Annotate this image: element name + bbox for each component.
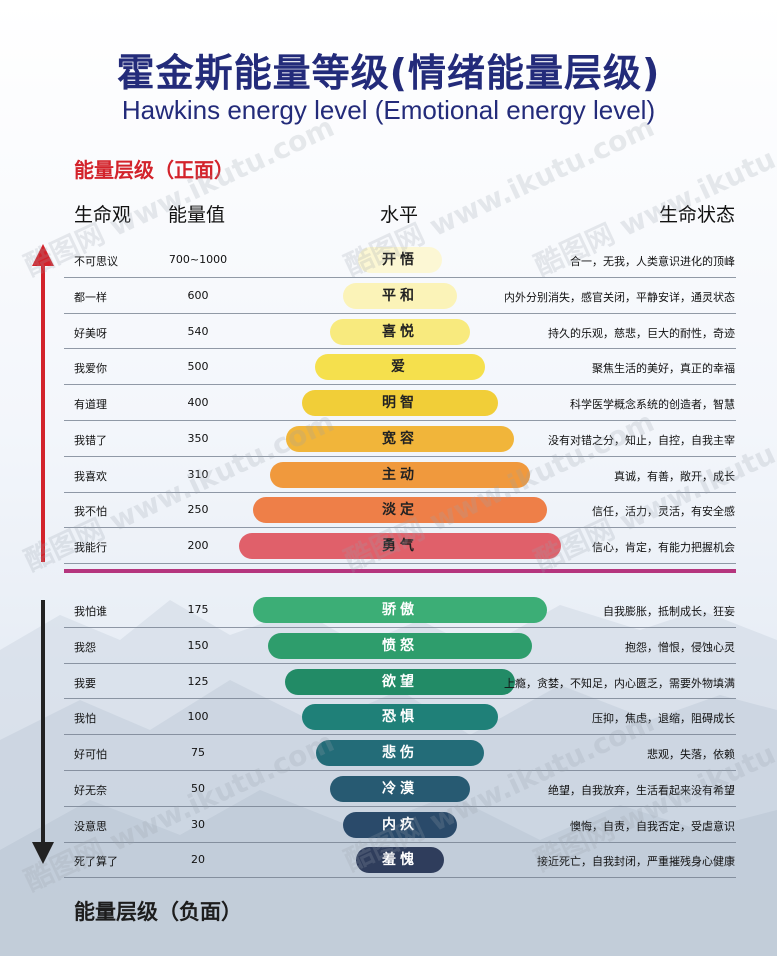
cell-life-view: 都一样 (74, 291, 107, 304)
cell-energy-value: 700~1000 (168, 253, 228, 266)
header-value: 能量值 (168, 204, 226, 226)
row-divider (64, 563, 736, 564)
cell-energy-value: 125 (187, 675, 209, 688)
level-bar: 宽容 (286, 426, 514, 452)
cell-energy-value: 150 (187, 639, 209, 652)
cell-energy-value: 500 (187, 360, 209, 373)
level-bar: 主动 (270, 462, 530, 488)
row-divider (64, 492, 736, 493)
level-bar: 悲伤 (316, 740, 484, 766)
cell-life-view: 我怕 (74, 712, 96, 725)
row-divider (64, 313, 736, 314)
cell-life-view: 好无奈 (74, 784, 107, 797)
cell-energy-value: 200 (187, 539, 209, 552)
level-bar: 淡定 (253, 497, 547, 523)
cell-life-state: 信心，肯定，有能力把握机会 (592, 541, 735, 554)
cell-life-state: 信任，活力，灵活，有安全感 (592, 505, 735, 518)
level-bar: 愤怒 (268, 633, 532, 659)
level-bar: 内疚 (343, 812, 457, 838)
cell-life-state: 接近死亡，自我封闭，严重摧残身心健康 (537, 855, 735, 868)
cell-energy-value: 250 (187, 503, 209, 516)
cell-life-view: 我喜欢 (74, 470, 107, 483)
cell-energy-value: 600 (187, 289, 209, 302)
cell-life-state: 合一，无我，人类意识进化的顶峰 (570, 255, 735, 268)
cell-life-state: 内外分别消失，感官关闭，平静安详，通灵状态 (504, 291, 735, 304)
row-divider (64, 527, 736, 528)
level-bar: 恐惧 (302, 704, 498, 730)
cell-life-view: 有道理 (74, 398, 107, 411)
row-divider (64, 384, 736, 385)
cell-life-view: 我能行 (74, 541, 107, 554)
level-bar: 爱 (315, 354, 485, 380)
cell-energy-value: 400 (187, 396, 209, 409)
cell-life-state: 悲观，失落，依赖 (647, 748, 735, 761)
cell-life-state: 压抑，焦虑，退缩，阻碍成长 (592, 712, 735, 725)
cell-life-state: 没有对错之分，知止，自控，自我主宰 (548, 434, 735, 447)
cell-energy-value: 50 (191, 782, 205, 795)
row-divider (64, 842, 736, 843)
header-level: 水平 (380, 204, 419, 226)
row-divider (64, 770, 736, 771)
level-bar: 羞愧 (356, 847, 444, 873)
row-divider (64, 663, 736, 664)
cell-life-state: 持久的乐观，慈悲，巨大的耐性，奇迹 (548, 327, 735, 340)
cell-life-view: 死了算了 (74, 855, 118, 868)
cell-life-state: 懊悔，自责，自我否定，受虐意识 (570, 820, 735, 833)
header-view: 生命观 (74, 204, 132, 226)
cell-life-state: 自我膨胀，抵制成长，狂妄 (603, 605, 735, 618)
divider-line (64, 569, 736, 573)
cell-life-view: 好美呀 (74, 327, 107, 340)
section-positive-label: 能量层级（正面） (74, 158, 234, 182)
cell-energy-value: 30 (191, 818, 205, 831)
cell-life-state: 科学医学概念系统的创造者，智慧 (570, 398, 735, 411)
negative-arrow-icon (32, 600, 54, 864)
row-divider (64, 420, 736, 421)
level-bar: 勇气 (239, 533, 561, 559)
level-bar: 骄傲 (253, 597, 547, 623)
level-bar: 欲望 (285, 669, 515, 695)
row-divider (64, 877, 736, 878)
cell-energy-value: 100 (187, 710, 209, 723)
cell-life-view: 不可思议 (74, 255, 118, 268)
cell-energy-value: 20 (191, 853, 205, 866)
cell-life-state: 真诚，有善，敞开，成长 (614, 470, 735, 483)
cell-life-view: 没意思 (74, 820, 107, 833)
cell-life-view: 我怨 (74, 641, 96, 654)
cell-energy-value: 310 (187, 468, 209, 481)
page-subtitle: Hawkins energy level (Emotional energy l… (121, 95, 656, 125)
cell-life-state: 抱怨，憎恨，侵蚀心灵 (625, 641, 735, 654)
level-bar: 喜悦 (330, 319, 470, 345)
level-bar: 冷漠 (330, 776, 470, 802)
header-state: 生命状态 (658, 204, 735, 226)
cell-energy-value: 350 (187, 432, 209, 445)
row-divider (64, 277, 736, 278)
cell-energy-value: 75 (191, 746, 205, 759)
row-divider (64, 348, 736, 349)
cell-life-view: 好可怕 (74, 748, 107, 761)
cell-energy-value: 175 (187, 603, 209, 616)
cell-life-view: 我不怕 (74, 505, 107, 518)
row-divider (64, 627, 736, 628)
level-bar: 开悟 (358, 247, 442, 273)
cell-life-state: 绝望，自我放弃，生活看起来没有希望 (548, 784, 735, 797)
row-divider (64, 806, 736, 807)
positive-arrow-icon (32, 244, 54, 562)
level-bar: 明智 (302, 390, 498, 416)
cell-life-state: 聚焦生活的美好，真正的幸福 (592, 362, 735, 375)
row-divider (64, 456, 736, 457)
cell-life-view: 我爱你 (74, 362, 107, 375)
cell-life-view: 我怕谁 (74, 605, 107, 618)
row-divider (64, 698, 736, 699)
cell-life-state: 上瘾，贪婪，不知足，内心匮乏，需要外物填满 (504, 677, 735, 690)
page-title: 霍金斯能量等级(情绪能量层级) (116, 51, 661, 95)
cell-energy-value: 540 (187, 325, 209, 338)
cell-life-view: 我错了 (74, 434, 107, 447)
section-negative-label: 能量层级（负面） (74, 900, 242, 924)
row-divider (64, 734, 736, 735)
level-bar: 平和 (343, 283, 457, 309)
cell-life-view: 我要 (74, 677, 96, 690)
